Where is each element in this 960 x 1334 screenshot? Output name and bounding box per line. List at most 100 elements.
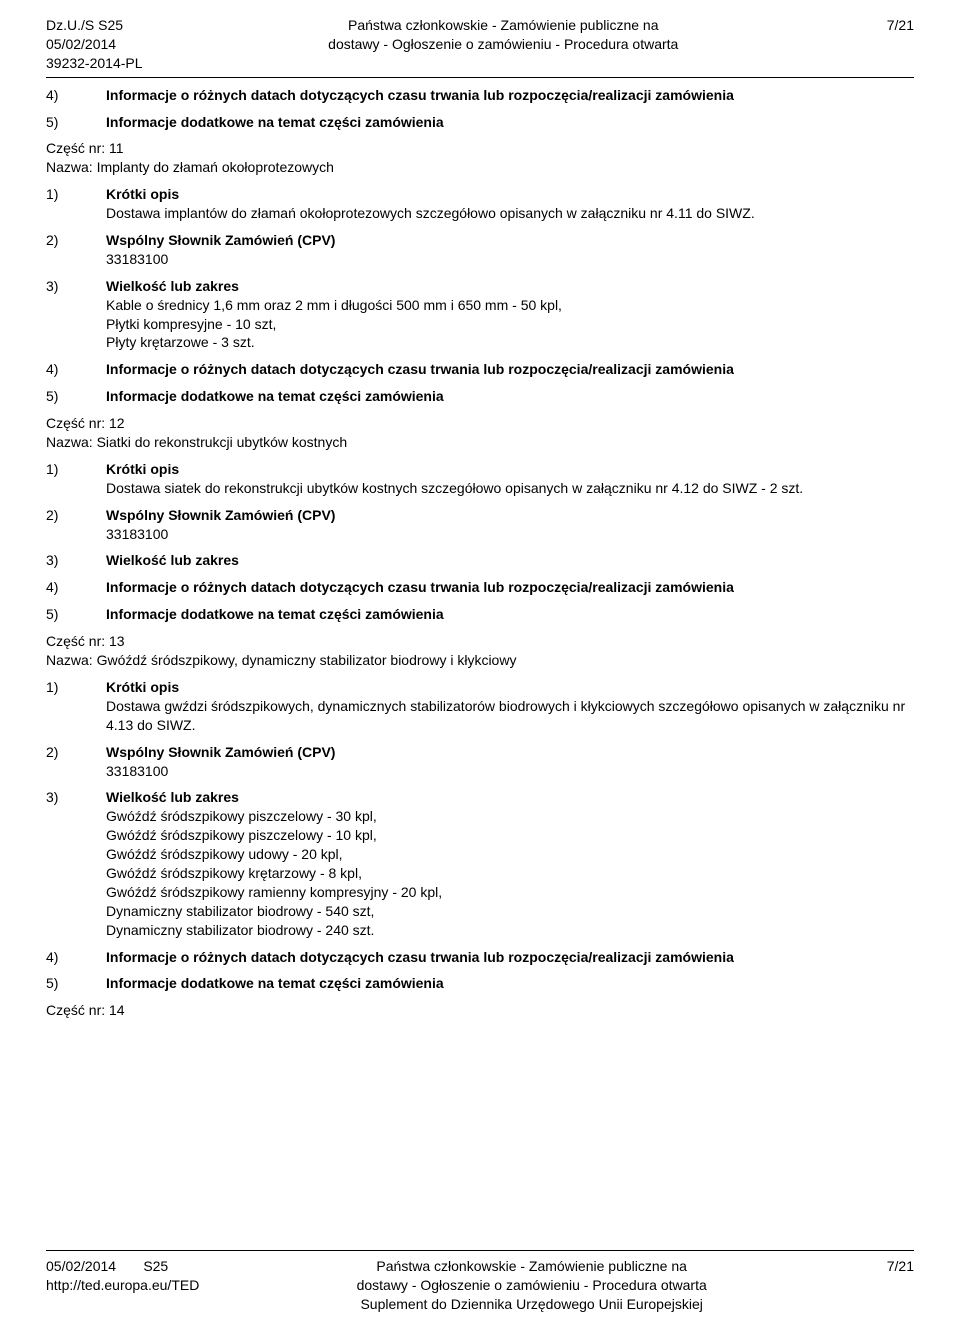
numbered-item: 4)Informacje o różnych datach dotyczącyc… [46,360,914,379]
item-number: 4) [46,578,106,597]
item-number: 4) [46,86,106,105]
page-footer: 05/02/2014 S25 http://ted.europa.eu/TED … [46,1250,914,1314]
item-body: Informacje dodatkowe na temat części zam… [106,974,914,993]
item-title: Informacje o różnych datach dotyczących … [106,86,914,105]
item-title: Wspólny Słownik Zamówień (CPV) [106,506,914,525]
section-heading: Część nr: 13 [46,632,914,651]
item-title: Informacje dodatkowe na temat części zam… [106,974,914,993]
header-dz: Dz.U./S S25 [46,16,143,35]
numbered-item: 5)Informacje dodatkowe na temat części z… [46,113,914,132]
item-line: Dostawa implantów do złamań okołoprotezo… [106,204,914,223]
section-heading: Część nr: 11 [46,139,914,158]
item-title: Informacje o różnych datach dotyczących … [106,360,914,379]
item-body: Informacje o różnych datach dotyczących … [106,948,914,967]
item-body: Wielkość lub zakres [106,551,914,570]
item-body: Informacje o różnych datach dotyczących … [106,360,914,379]
footer-url: http://ted.europa.eu/TED [46,1276,199,1295]
header-title-1: Państwa członkowskie - Zamówienie public… [143,16,864,35]
item-line: Gwóźdź śródszpikowy udowy - 20 kpl, [106,845,914,864]
section-heading: Nazwa: Gwóźdź śródszpikowy, dynamiczny s… [46,651,914,670]
item-body: Krótki opisDostawa siatek do rekonstrukc… [106,460,914,498]
numbered-item: 5)Informacje dodatkowe na temat części z… [46,387,914,406]
item-line: 33183100 [106,250,914,269]
item-number: 2) [46,743,106,762]
footer-left: 05/02/2014 S25 http://ted.europa.eu/TED [46,1257,199,1314]
item-number: 2) [46,506,106,525]
item-line: Dostawa siatek do rekonstrukcji ubytków … [106,479,914,498]
numbered-item: 1)Krótki opisDostawa siatek do rekonstru… [46,460,914,498]
item-number: 1) [46,185,106,204]
item-title: Informacje dodatkowe na temat części zam… [106,387,914,406]
item-body: Wielkość lub zakresKable o średnicy 1,6 … [106,277,914,353]
item-line: Dostawa gwździ śródszpikowych, dynamiczn… [106,697,914,735]
numbered-item: 3)Wielkość lub zakres [46,551,914,570]
item-body: Wspólny Słownik Zamówień (CPV)33183100 [106,743,914,781]
numbered-item: 5)Informacje dodatkowe na temat części z… [46,974,914,993]
document-body: 4)Informacje o różnych datach dotyczącyc… [46,86,914,1021]
item-body: Informacje dodatkowe na temat części zam… [106,113,914,132]
item-body: Krótki opisDostawa gwździ śródszpikowych… [106,678,914,735]
numbered-item: 4)Informacje o różnych datach dotyczącyc… [46,578,914,597]
item-number: 5) [46,974,106,993]
item-number: 5) [46,387,106,406]
numbered-item: 2)Wspólny Słownik Zamówień (CPV)33183100 [46,506,914,544]
item-body: Krótki opisDostawa implantów do złamań o… [106,185,914,223]
item-title: Wspólny Słownik Zamówień (CPV) [106,743,914,762]
item-line: Płyty krętarzowe - 3 szt. [106,333,914,352]
item-title: Wielkość lub zakres [106,788,914,807]
item-line: Gwóźdź śródszpikowy krętarzowy - 8 kpl, [106,864,914,883]
header-left: Dz.U./S S25 05/02/2014 39232-2014-PL [46,16,143,73]
header-right: 7/21 [864,16,914,35]
header-center: Państwa członkowskie - Zamówienie public… [143,16,864,54]
item-line: 33183100 [106,762,914,781]
footer-title-3: Suplement do Dziennika Urzędowego Unii E… [199,1295,864,1314]
section-heading: Część nr: 12 [46,414,914,433]
item-body: Wspólny Słownik Zamówień (CPV)33183100 [106,231,914,269]
item-title: Informacje o różnych datach dotyczących … [106,948,914,967]
header-page-num: 7/21 [864,16,914,35]
item-number: 2) [46,231,106,250]
page-header: Dz.U./S S25 05/02/2014 39232-2014-PL Pań… [46,16,914,78]
item-title: Krótki opis [106,460,914,479]
item-body: Wspólny Słownik Zamówień (CPV)33183100 [106,506,914,544]
numbered-item: 1)Krótki opisDostawa implantów do złamań… [46,185,914,223]
footer-page-num: 7/21 [864,1257,914,1276]
header-date: 05/02/2014 [46,35,143,54]
item-line: Gwóźdź śródszpikowy piszczelowy - 30 kpl… [106,807,914,826]
item-line: Gwóźdź śródszpikowy piszczelowy - 10 kpl… [106,826,914,845]
item-number: 5) [46,113,106,132]
item-title: Krótki opis [106,185,914,204]
footer-right: 7/21 [864,1257,914,1314]
numbered-item: 4)Informacje o różnych datach dotyczącyc… [46,948,914,967]
item-body: Informacje dodatkowe na temat części zam… [106,605,914,624]
numbered-item: 2)Wspólny Słownik Zamówień (CPV)33183100 [46,743,914,781]
numbered-item: 5)Informacje dodatkowe na temat części z… [46,605,914,624]
section-heading: Nazwa: Implanty do złamań okołoprotezowy… [46,158,914,177]
header-ref: 39232-2014-PL [46,54,143,73]
item-line: Płytki kompresyjne - 10 szt, [106,315,914,334]
footer-center: Państwa członkowskie - Zamówienie public… [199,1257,864,1314]
numbered-item: 3)Wielkość lub zakresKable o średnicy 1,… [46,277,914,353]
item-number: 5) [46,605,106,624]
numbered-item: 1)Krótki opisDostawa gwździ śródszpikowy… [46,678,914,735]
item-number: 3) [46,277,106,296]
item-line: Dynamiczny stabilizator biodrowy - 240 s… [106,921,914,940]
item-number: 4) [46,948,106,967]
numbered-item: 4)Informacje o różnych datach dotyczącyc… [46,86,914,105]
footer-issue: S25 [143,1258,168,1274]
item-title: Informacje o różnych datach dotyczących … [106,578,914,597]
section-heading: Część nr: 14 [46,1001,914,1020]
item-title: Wspólny Słownik Zamówień (CPV) [106,231,914,250]
item-body: Informacje o różnych datach dotyczących … [106,578,914,597]
header-title-2: dostawy - Ogłoszenie o zamówieniu - Proc… [143,35,864,54]
item-number: 1) [46,678,106,697]
item-title: Krótki opis [106,678,914,697]
numbered-item: 3)Wielkość lub zakresGwóźdź śródszpikowy… [46,788,914,939]
item-number: 3) [46,551,106,570]
item-number: 3) [46,788,106,807]
numbered-item: 2)Wspólny Słownik Zamówień (CPV)33183100 [46,231,914,269]
item-number: 1) [46,460,106,479]
footer-title-2: dostawy - Ogłoszenie o zamówieniu - Proc… [199,1276,864,1295]
item-body: Wielkość lub zakresGwóźdź śródszpikowy p… [106,788,914,939]
item-title: Informacje dodatkowe na temat części zam… [106,605,914,624]
